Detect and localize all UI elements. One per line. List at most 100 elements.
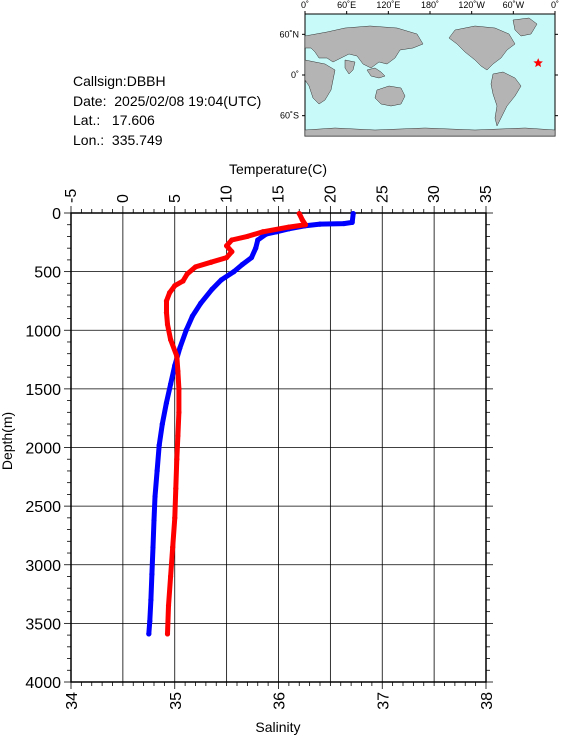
temperature-tick-label: 30 bbox=[426, 185, 443, 203]
land-greenland bbox=[512, 17, 538, 37]
land-africa bbox=[304, 59, 336, 105]
depth-tick-label: 2000 bbox=[25, 441, 61, 458]
depth-axis-label: Depth(m) bbox=[0, 412, 15, 470]
salinity-data-point bbox=[172, 283, 178, 289]
temperature-data-point bbox=[151, 517, 157, 523]
salinity-data-point bbox=[174, 456, 180, 462]
salinity-data-point bbox=[208, 259, 214, 265]
map-longitude-label: 180˚ bbox=[421, 0, 439, 10]
lat-value: 17.606 bbox=[111, 112, 155, 128]
star-icon bbox=[533, 58, 543, 68]
salinity-data-point bbox=[302, 222, 309, 228]
salinity-data-point bbox=[229, 237, 235, 243]
location-map: 0˚ 60˚E 120˚E 180˚ 120˚W 60˚W 0˚ 60˚N 0˚ 60˚S bbox=[279, 0, 559, 137]
salinity-data-point bbox=[164, 321, 171, 327]
temperature-data-point bbox=[159, 421, 165, 427]
map-longitude-label: 60˚E bbox=[337, 0, 356, 10]
date-label: Date: bbox=[73, 92, 107, 109]
depth-tick-label: 1000 bbox=[25, 323, 61, 340]
salinity-data-point bbox=[163, 298, 170, 304]
temperature-tick-label: 10 bbox=[219, 185, 236, 203]
depth-tick-label: 2500 bbox=[25, 499, 61, 516]
salinity-profile-line bbox=[164, 211, 308, 637]
temperature-data-point bbox=[168, 381, 174, 387]
salinity-data-point bbox=[180, 278, 186, 284]
map-latitude-labels: 60˚N 0˚ 60˚S bbox=[279, 29, 558, 121]
salinity-data-point bbox=[172, 515, 178, 521]
salinity-data-point bbox=[173, 485, 179, 492]
map-longitude-labels: 0˚ 60˚E 120˚E 180˚ 120˚W 60˚W 0˚ bbox=[301, 0, 559, 14]
salinity-data-point bbox=[163, 310, 170, 316]
temperature-data-point bbox=[149, 571, 155, 577]
axis-minor-ticks bbox=[64, 206, 493, 689]
land-south-america bbox=[490, 71, 522, 127]
temperature-data-point bbox=[183, 327, 189, 333]
temperature-tick-labels: -5 0 5 10 15 20 25 30 35 bbox=[63, 185, 495, 203]
salinity-data-point bbox=[174, 353, 180, 359]
temperature-data-point bbox=[146, 631, 152, 637]
chart-grid bbox=[70, 212, 487, 683]
salinity-tick-label: 36 bbox=[272, 692, 289, 710]
salinity-data-point bbox=[170, 544, 176, 550]
temperature-data-point bbox=[349, 219, 355, 225]
salinity-tick-label: 34 bbox=[64, 692, 81, 710]
salinity-data-point bbox=[244, 233, 250, 240]
temperature-data-point bbox=[231, 269, 237, 275]
depth-tick-label: 4000 bbox=[25, 675, 61, 692]
depth-tick-label: 1500 bbox=[25, 382, 61, 399]
depth-tick-label: 3500 bbox=[25, 616, 61, 633]
data-series bbox=[146, 210, 356, 637]
temperature-data-point bbox=[198, 300, 204, 306]
depth-tick-labels: 0 500 1000 1500 2000 2500 3000 3500 4000 bbox=[25, 206, 61, 692]
land-india bbox=[344, 59, 356, 75]
map-latitude-label: 0˚ bbox=[291, 70, 299, 80]
temperature-data-point bbox=[255, 237, 261, 243]
salinity-data-point bbox=[224, 254, 230, 261]
temperature-data-point bbox=[148, 597, 154, 603]
temperature-data-point bbox=[177, 345, 183, 351]
land-north-america bbox=[448, 25, 516, 71]
land-australia bbox=[374, 85, 406, 107]
temperature-data-point bbox=[154, 468, 160, 474]
temperature-tick-label: 5 bbox=[167, 194, 184, 203]
salinity-data-point bbox=[260, 229, 266, 235]
map-landmasses bbox=[304, 17, 556, 137]
temperature-tick-label: 15 bbox=[271, 185, 288, 203]
temperature-tick-label: 20 bbox=[322, 185, 339, 203]
salinity-data-point bbox=[229, 249, 235, 255]
temperature-data-point bbox=[248, 254, 255, 261]
temperature-tick-label: 0 bbox=[115, 194, 132, 203]
land-southeast-asia bbox=[366, 67, 386, 79]
depth-tick-label: 500 bbox=[34, 265, 61, 282]
lon-value: 335.749 bbox=[111, 131, 163, 148]
map-longitude-label: 60˚W bbox=[503, 0, 525, 10]
map-latitude-label: 60˚S bbox=[280, 111, 299, 121]
salinity-axis-label: Salinity bbox=[255, 719, 300, 735]
date-row: Date: 2025/02/08 19:04(UTC) bbox=[73, 92, 261, 112]
land-eurasia bbox=[304, 25, 424, 69]
salinity-tick-label: 35 bbox=[168, 692, 185, 710]
temperature-data-point bbox=[218, 277, 225, 283]
map-latitude-label: 60˚N bbox=[279, 29, 299, 39]
temperature-data-point bbox=[189, 313, 195, 319]
salinity-data-point bbox=[168, 337, 174, 343]
salinity-data-point bbox=[192, 264, 199, 270]
temperature-data-point bbox=[239, 261, 245, 268]
salinity-tick-label: 38 bbox=[479, 692, 496, 710]
depth-tick-label: 3000 bbox=[25, 558, 61, 575]
map-longitude-label: 0˚ bbox=[551, 0, 559, 10]
temperature-tick-label: -5 bbox=[63, 189, 80, 203]
temperature-tick-label: 25 bbox=[374, 185, 391, 203]
salinity-data-point bbox=[224, 243, 230, 249]
temperature-data-point bbox=[253, 245, 259, 251]
temperature-data-point bbox=[350, 210, 356, 217]
temperature-data-point bbox=[317, 221, 323, 227]
lat-row: Lat.: 17.606 bbox=[73, 111, 261, 131]
temperature-data-point bbox=[150, 544, 156, 550]
map-longitude-label: 120˚E bbox=[376, 0, 400, 10]
salinity-tick-labels: 34 35 36 37 38 bbox=[64, 692, 496, 710]
temperature-data-point bbox=[163, 400, 170, 406]
salinity-data-point bbox=[176, 386, 182, 392]
callsign-row: Callsign:DBBH bbox=[73, 72, 261, 92]
